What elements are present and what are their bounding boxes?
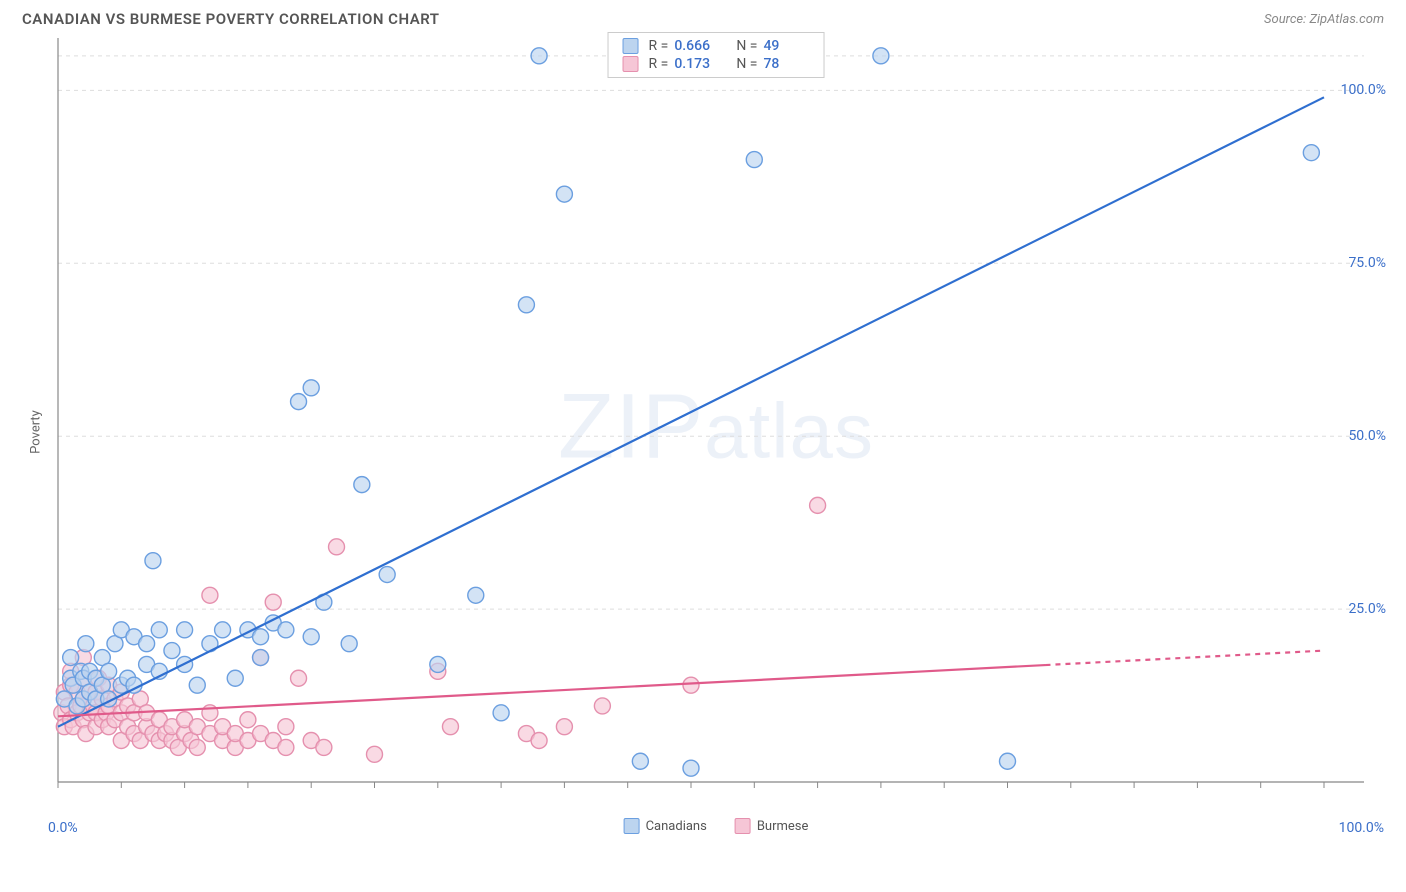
legend-item: Burmese <box>735 818 809 834</box>
legend-swatch-icon <box>623 56 639 72</box>
y-tick-label: 100.0% <box>1341 82 1386 98</box>
y-tick-label: 50.0% <box>1348 428 1386 444</box>
correlation-stats-box: R =0.666N =49R =0.173N =78 <box>608 32 825 78</box>
source-attribution: Source: ZipAtlas.com <box>1264 12 1384 27</box>
y-axis-label: Poverty <box>28 410 43 454</box>
stats-row: R =0.173N =78 <box>623 55 810 73</box>
stats-row: R =0.666N =49 <box>623 37 810 55</box>
legend-swatch-icon <box>735 818 751 834</box>
legend-swatch-icon <box>624 818 640 834</box>
y-tick-label: 25.0% <box>1348 601 1386 617</box>
x-axis-max-label: 100.0% <box>1339 820 1384 836</box>
series-legend: Canadians Burmese <box>624 818 809 834</box>
legend-swatch-icon <box>623 38 639 54</box>
scatter-plot <box>48 32 1384 832</box>
x-axis-min-label: 0.0% <box>48 820 78 836</box>
y-tick-label: 75.0% <box>1348 255 1386 271</box>
chart-title: CANADIAN VS BURMESE POVERTY CORRELATION … <box>22 10 440 28</box>
legend-item: Canadians <box>624 818 707 834</box>
chart-area: Poverty ZIPatlas 25.0%50.0%75.0%100.0% 0… <box>48 32 1384 832</box>
